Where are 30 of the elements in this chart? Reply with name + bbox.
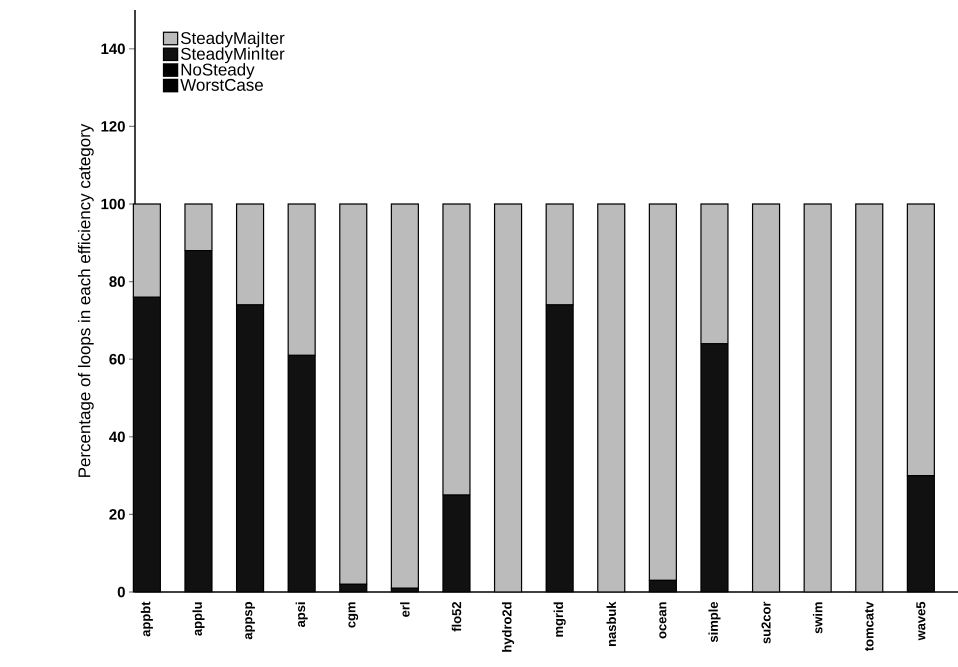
y-tick-label: 120 [101,121,125,132]
y-axis-title: Percentage of loops in each efficiency category [78,124,94,477]
y-tick-label: 60 [109,354,125,364]
x-tick-label: swim [812,602,822,634]
y-tick-label: 40 [109,432,125,442]
x-tick-label: hydro2d [502,602,514,652]
x-tick-label: applu [192,602,205,636]
x-tick-label: apsi [296,602,308,628]
bar [390,203,419,589]
y-tick-label: 20 [109,509,125,520]
x-tick-label: flo52 [452,602,462,632]
x-tick-label: ocean [659,602,666,638]
legend-label: SteadyMajIter [181,32,284,48]
legend-label: WorstCase [180,78,263,91]
x-tick-label: su2cor [761,602,771,644]
x-tick-label: cgm [348,602,358,628]
x-tick-label: mgrid [554,602,566,637]
x-tick-label: simple [708,602,720,642]
x-tick-label: appbt [140,602,153,636]
x-tick-label: wave5 [916,602,926,640]
y-tick-label: 140 [101,44,125,54]
x-tick-label: appsp [245,602,255,640]
x-tick-label: tomcatv [864,602,874,652]
y-tick-label: 80 [109,276,125,287]
x-tick-label: nasbuk [606,602,616,646]
x-tick-label: erl [400,602,410,617]
legend-label: SteadyMinIter [181,47,284,64]
legend-label: NoSteady [182,63,255,79]
y-tick-label: 100 [101,198,125,210]
y-tick-label: 0 [118,586,125,598]
